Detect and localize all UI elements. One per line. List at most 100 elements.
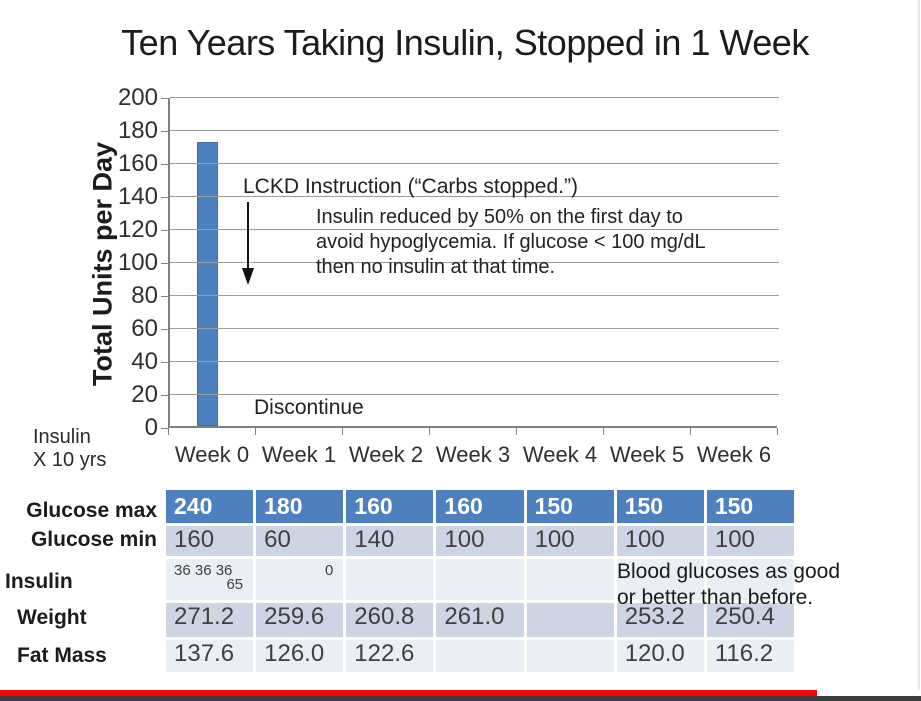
x-tick-label-1: Week 1 (261, 442, 337, 467)
cell-glucose-max-week0: 240 (166, 490, 254, 523)
gridline (170, 295, 779, 296)
x-tick-label-6: Week 6 (696, 442, 772, 467)
cell-weight-week1: 259.6 (256, 603, 344, 637)
cell-fat-mass-week4 (526, 640, 614, 672)
insulin-x10yrs-line2: X 10 yrs (33, 449, 107, 471)
insulin-x10yrs-label: Insulin X 10 yrs (33, 426, 106, 472)
cell-weight-week5: 253.2 (616, 603, 704, 637)
x-tick-mark (168, 428, 169, 435)
x-tick-mark (603, 428, 604, 435)
y-tick-mark (161, 98, 168, 99)
gridline (170, 361, 779, 362)
right-edge-line (918, 0, 920, 690)
cell-glucose-min-week5: 100 (616, 526, 704, 556)
data-table: 240 180 160 160 150 150 150 160 60 140 100 100 100 10… (166, 490, 794, 672)
y-tick-label: 40 (131, 348, 158, 375)
cell-glucose-max-week1: 180 (256, 490, 344, 523)
y-tick-mark (161, 329, 168, 330)
cell-fat-mass-week5: 120.0 (616, 640, 704, 672)
y-tick-mark (161, 131, 168, 132)
y-tick-label: 140 (117, 183, 158, 210)
x-tick-mark (429, 428, 430, 435)
row-label-glucose-min: Glucose min (30, 528, 157, 551)
cell-insulin-week0-line2: 65 (226, 576, 244, 593)
y-tick-label: 60 (131, 315, 158, 342)
cell-insulin-week5 (616, 559, 704, 600)
cell-insulin-week6 (706, 559, 794, 600)
gridline (170, 394, 779, 395)
insulin-bar (197, 142, 218, 426)
down-arrow-icon (242, 202, 254, 285)
cell-fat-mass-week2: 122.6 (346, 640, 434, 672)
annotation-line-3: then no insulin at that time. (316, 256, 556, 278)
y-tick-mark (161, 230, 168, 231)
gridline (170, 229, 779, 230)
x-tick-mark (777, 428, 778, 435)
cell-fat-mass-week3 (436, 640, 524, 672)
cell-insulin-week0: 36 36 36 65 (166, 559, 254, 600)
cell-insulin-week2 (346, 559, 434, 600)
cell-glucose-min-week3: 100 (436, 526, 524, 556)
x-tick-label-3: Week 3 (435, 442, 511, 467)
slide-title: Ten Years Taking Insulin, Stopped in 1 W… (121, 22, 809, 63)
cell-glucose-max-week3: 160 (436, 490, 524, 523)
row-label-insulin: Insulin (5, 570, 73, 593)
cell-weight-week0: 271.2 (166, 603, 254, 637)
cell-glucose-min-week4: 100 (526, 526, 614, 556)
y-tick-label: 100 (117, 249, 158, 276)
table-note: Blood glucoses as good or better than be… (617, 559, 840, 611)
x-tick-label-2: Week 2 (348, 442, 424, 467)
y-tick-label: 20 (131, 381, 158, 408)
y-tick-label: 200 (117, 84, 158, 111)
gridline (170, 97, 779, 98)
table-note-line1: Blood glucoses as good (617, 560, 840, 583)
y-tick-mark (161, 263, 168, 264)
cell-fat-mass-week1: 126.0 (256, 640, 344, 672)
y-tick-label: 120 (117, 216, 158, 243)
cell-glucose-min-week2: 140 (346, 526, 434, 556)
row-label-fat-mass: Fat Mass (17, 644, 107, 667)
cell-insulin-week4 (526, 559, 614, 600)
cell-glucose-min-week1: 60 (256, 526, 344, 556)
cell-insulin-week1: 0 (256, 559, 344, 600)
gridline (170, 130, 779, 131)
cell-glucose-max-week2: 160 (346, 490, 434, 523)
annotation-line-1: Insulin reduced by 50% on the first day … (316, 206, 683, 228)
y-tick-label: 80 (131, 282, 158, 309)
cell-fat-mass-week6: 116.2 (706, 640, 794, 672)
x-tick-mark (342, 428, 343, 435)
cell-weight-week4 (526, 603, 614, 637)
dark-strip (0, 696, 921, 701)
cell-glucose-min-week6: 100 (706, 526, 794, 556)
cell-weight-week3: 261.0 (436, 603, 524, 637)
cell-insulin-week0-line1: 36 36 36 (174, 562, 233, 579)
cell-insulin-week3 (436, 559, 524, 600)
y-tick-mark (161, 362, 168, 363)
gridline (170, 196, 779, 197)
plot-area (168, 97, 779, 428)
cell-insulin-week1-line2: 0 (324, 562, 334, 579)
cell-weight-week6: 250.4 (706, 603, 794, 637)
annotation-lckd-title: LCKD Instruction (“Carbs stopped.”) (243, 175, 578, 198)
table-note-line2: or better than before. (617, 586, 814, 609)
y-tick-label: 0 (144, 414, 158, 441)
cell-weight-week2: 260.8 (346, 603, 434, 637)
row-label-glucose-max: Glucose max (26, 499, 157, 522)
x-tick-label-5: Week 5 (609, 442, 685, 467)
annotation-line-2: avoid hypoglycemia. If glucose < 100 mg/… (316, 231, 706, 253)
y-tick-mark (161, 395, 168, 396)
gridline (170, 262, 779, 263)
y-tick-mark (161, 428, 168, 429)
cell-fat-mass-week0: 137.6 (166, 640, 254, 672)
y-tick-mark (161, 296, 168, 297)
cell-glucose-max-week4: 150 (526, 490, 614, 523)
row-label-weight: Weight (17, 606, 87, 629)
x-tick-label-0: Week 0 (174, 442, 250, 467)
gridline (170, 328, 779, 329)
discontinue-label: Discontinue (254, 396, 364, 419)
y-tick-mark (161, 197, 168, 198)
cell-glucose-max-week5: 150 (616, 490, 704, 523)
y-tick-mark (161, 164, 168, 165)
red-strip (0, 690, 817, 696)
